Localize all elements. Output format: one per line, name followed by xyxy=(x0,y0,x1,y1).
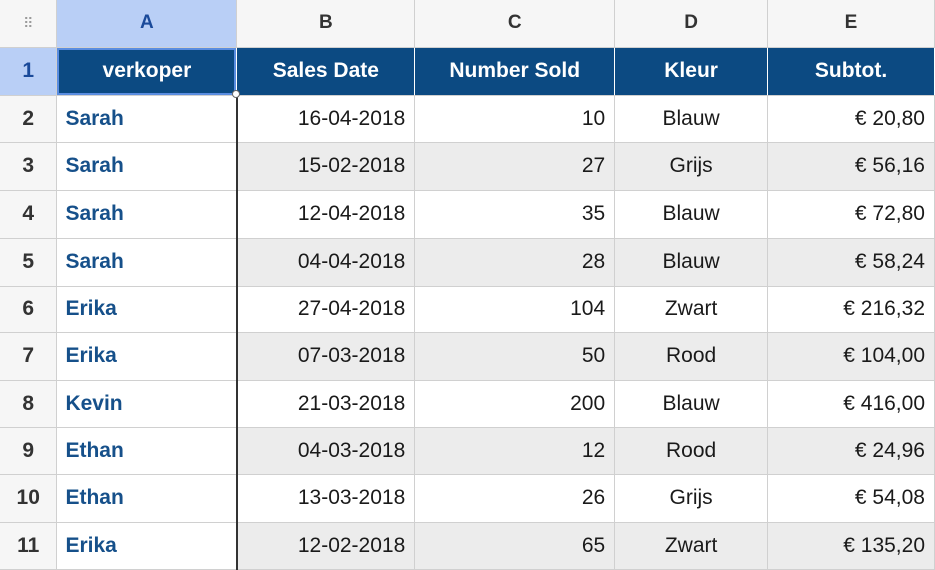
cell-date[interactable]: 15-02-2018 xyxy=(236,142,416,191)
header-cell-sales-date[interactable]: Sales Date xyxy=(236,47,416,96)
cell-color[interactable]: Blauw xyxy=(614,95,769,143)
cell-color[interactable]: Rood xyxy=(614,427,769,475)
cell-name[interactable]: Sarah xyxy=(56,190,238,239)
cell-color[interactable]: Grijs xyxy=(614,474,769,523)
column-header-e[interactable]: E xyxy=(767,0,935,48)
table-row: 7 Erika 07-03-2018 50 Rood € 104,00 xyxy=(0,332,935,381)
cell-subtotal[interactable]: € 54,08 xyxy=(767,474,935,523)
row-header-8[interactable]: 8 xyxy=(0,380,58,428)
cell-name[interactable]: Erika xyxy=(56,286,238,333)
cell-subtotal[interactable]: € 416,00 xyxy=(767,380,935,428)
header-cell-subtot[interactable]: Subtot. xyxy=(767,47,935,96)
cell-name[interactable]: Kevin xyxy=(56,380,238,428)
column-header-c[interactable]: C xyxy=(414,0,616,48)
cell-subtotal[interactable]: € 104,00 xyxy=(767,332,935,381)
row-header-7[interactable]: 7 xyxy=(0,332,58,381)
cell-color[interactable]: Blauw xyxy=(614,190,769,239)
select-all-corner[interactable]: ⠿ xyxy=(0,0,58,48)
cell-name[interactable]: Erika xyxy=(56,332,238,381)
table-row: 6 Erika 27-04-2018 104 Zwart € 216,32 xyxy=(0,286,935,333)
cell-subtotal[interactable]: € 135,20 xyxy=(767,522,935,570)
cell-date[interactable]: 04-03-2018 xyxy=(236,427,416,475)
grid-dots-icon: ⠿ xyxy=(23,15,34,32)
cell-color[interactable]: Grijs xyxy=(614,142,769,191)
cell-number[interactable]: 10 xyxy=(414,95,616,143)
cell-color[interactable]: Rood xyxy=(614,332,769,381)
cell-color[interactable]: Zwart xyxy=(614,286,769,333)
cell-date[interactable]: 21-03-2018 xyxy=(236,380,416,428)
table-row: 9 Ethan 04-03-2018 12 Rood € 24,96 xyxy=(0,427,935,475)
cell-color[interactable]: Blauw xyxy=(614,380,769,428)
cell-date[interactable]: 07-03-2018 xyxy=(236,332,416,381)
table-row: 10 Ethan 13-03-2018 26 Grijs € 54,08 xyxy=(0,474,935,523)
cell-number[interactable]: 65 xyxy=(414,522,616,570)
row-header-5[interactable]: 5 xyxy=(0,238,58,287)
cell-name[interactable]: Sarah xyxy=(56,142,238,191)
table-header-row: 1 verkoper Sales Date Number Sold Kleur … xyxy=(0,47,935,96)
cell-color[interactable]: Zwart xyxy=(614,522,769,570)
column-header-d[interactable]: D xyxy=(614,0,769,48)
row-header-1[interactable]: 1 xyxy=(0,47,58,96)
header-cell-verkoper[interactable]: verkoper xyxy=(56,47,238,96)
cell-date[interactable]: 13-03-2018 xyxy=(236,474,416,523)
cell-name[interactable]: Ethan xyxy=(56,474,238,523)
cell-number[interactable]: 35 xyxy=(414,190,616,239)
row-header-6[interactable]: 6 xyxy=(0,286,58,333)
cell-date[interactable]: 12-04-2018 xyxy=(236,190,416,239)
column-header-row: ⠿ A B C D E xyxy=(0,0,935,48)
cell-subtotal[interactable]: € 24,96 xyxy=(767,427,935,475)
cell-date[interactable]: 27-04-2018 xyxy=(236,286,416,333)
header-cell-kleur[interactable]: Kleur xyxy=(614,47,769,96)
cell-name[interactable]: Erika xyxy=(56,522,238,570)
row-header-2[interactable]: 2 xyxy=(0,95,58,143)
cell-color[interactable]: Blauw xyxy=(614,238,769,287)
table-body: 2 Sarah 16-04-2018 10 Blauw € 20,80 3 Sarah 15-0… xyxy=(0,95,935,570)
column-header-a[interactable]: A xyxy=(56,0,238,48)
cell-date[interactable]: 12-02-2018 xyxy=(236,522,416,570)
cell-number[interactable]: 27 xyxy=(414,142,616,191)
cell-number[interactable]: 200 xyxy=(414,380,616,428)
header-cell-number-sold[interactable]: Number Sold xyxy=(414,47,616,96)
selection-resize-handle[interactable] xyxy=(232,90,240,98)
cell-number[interactable]: 50 xyxy=(414,332,616,381)
cell-subtotal[interactable]: € 72,80 xyxy=(767,190,935,239)
column-header-b[interactable]: B xyxy=(236,0,416,48)
cell-number[interactable]: 26 xyxy=(414,474,616,523)
cell-number[interactable]: 28 xyxy=(414,238,616,287)
cell-subtotal[interactable]: € 20,80 xyxy=(767,95,935,143)
table-row: 3 Sarah 15-02-2018 27 Grijs € 56,16 xyxy=(0,142,935,191)
table-row: 11 Erika 12-02-2018 65 Zwart € 135,20 xyxy=(0,522,935,570)
row-header-10[interactable]: 10 xyxy=(0,474,58,523)
cell-subtotal[interactable]: € 58,24 xyxy=(767,238,935,287)
table-row: 2 Sarah 16-04-2018 10 Blauw € 20,80 xyxy=(0,95,935,143)
table-row: 5 Sarah 04-04-2018 28 Blauw € 58,24 xyxy=(0,238,935,287)
cell-date[interactable]: 16-04-2018 xyxy=(236,95,416,143)
table-row: 4 Sarah 12-04-2018 35 Blauw € 72,80 xyxy=(0,190,935,239)
table-row: 8 Kevin 21-03-2018 200 Blauw € 416,00 xyxy=(0,380,935,428)
cell-subtotal[interactable]: € 216,32 xyxy=(767,286,935,333)
cell-number[interactable]: 104 xyxy=(414,286,616,333)
row-header-11[interactable]: 11 xyxy=(0,522,58,570)
cell-date[interactable]: 04-04-2018 xyxy=(236,238,416,287)
row-header-9[interactable]: 9 xyxy=(0,427,58,475)
cell-name[interactable]: Sarah xyxy=(56,95,238,143)
cell-name[interactable]: Sarah xyxy=(56,238,238,287)
cell-name[interactable]: Ethan xyxy=(56,427,238,475)
cell-number[interactable]: 12 xyxy=(414,427,616,475)
row-header-3[interactable]: 3 xyxy=(0,142,58,191)
row-header-4[interactable]: 4 xyxy=(0,190,58,239)
cell-subtotal[interactable]: € 56,16 xyxy=(767,142,935,191)
